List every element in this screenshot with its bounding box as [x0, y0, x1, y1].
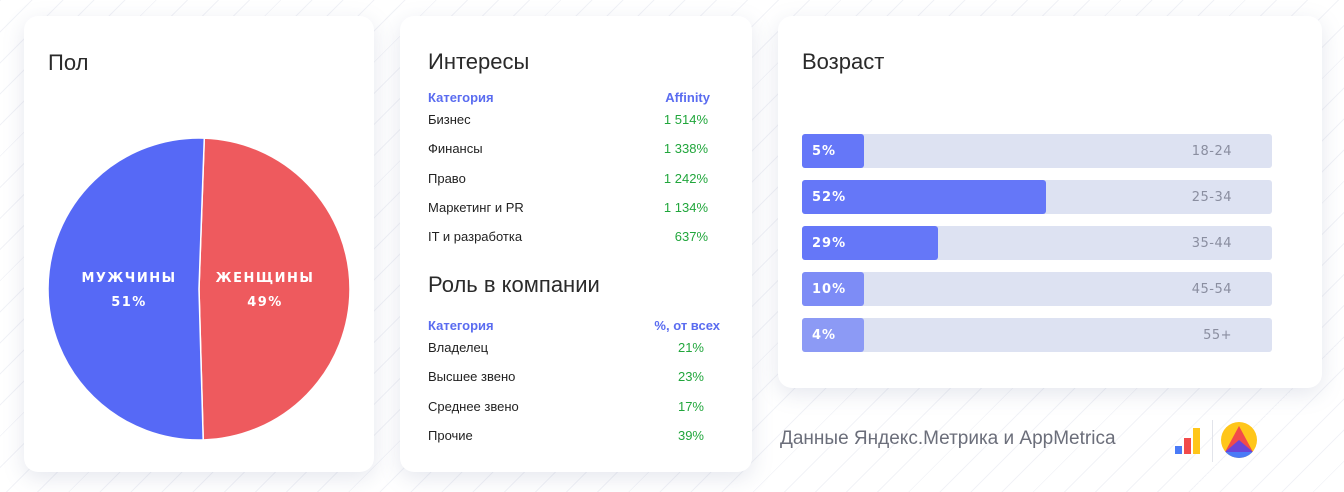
age-bar-value: 10%	[812, 282, 847, 297]
age-bar-range: 45-54	[1191, 282, 1232, 297]
role-percent: 17%	[677, 398, 704, 414]
table-row: Среднее звено 17%	[428, 399, 720, 428]
interest-category: IT и разработка	[428, 229, 523, 245]
interest-category: Бизнес	[428, 112, 471, 127]
interest-category: Право	[428, 170, 466, 186]
table-row: Высшее звено 23%	[428, 369, 720, 398]
yandex-metrika-icon	[1175, 428, 1200, 454]
interest-affinity: 1 514%	[663, 112, 708, 127]
logo-divider	[1212, 420, 1213, 462]
age-bar-fill	[802, 180, 1047, 214]
interests-header-category: Категория	[428, 90, 494, 105]
interest-category: Финансы	[428, 141, 483, 157]
role-percent: 21%	[677, 340, 704, 355]
interest-affinity: 637%	[674, 229, 708, 245]
age-bar-value: 52%	[812, 190, 847, 205]
age-bar-fill	[802, 226, 939, 260]
table-row: IT и разработка 637%	[428, 229, 710, 258]
interests-table: Категория Affinity Бизнес 1 514% Финансы…	[428, 90, 710, 258]
role-category: Среднее звено	[428, 398, 519, 414]
pie-label-men: МУЖЧИНЫ	[81, 271, 176, 286]
roles-header-category: Категория	[428, 318, 494, 333]
interest-affinity: 1 242%	[663, 170, 708, 186]
pie-slice-women	[198, 137, 351, 441]
role-category: Владелец	[428, 340, 489, 355]
table-row: Владелец 21%	[428, 340, 720, 369]
roles-table-header: Категория %, от всех	[428, 318, 720, 340]
role-category: Высшее звено	[428, 369, 516, 385]
appmetrica-icon	[1221, 422, 1257, 458]
roles-title: Роль в компании	[428, 272, 600, 297]
interest-affinity: 1 338%	[663, 141, 708, 157]
age-card: Возраст 5% 18-24 52% 25-34 29% 35-44 10% 45-54 4…	[778, 16, 1322, 388]
age-bar-fill	[802, 318, 864, 352]
pie-slice-men	[47, 137, 206, 441]
roles-header-percent: %, от всех	[654, 318, 720, 333]
table-row: Право 1 242%	[428, 171, 710, 200]
age-bar-25-34: 52% 25-34	[802, 180, 1272, 214]
table-row: Прочие 39%	[428, 428, 720, 457]
age-bar-18-24: 5% 18-24	[802, 134, 1272, 168]
age-bar-range: 35-44	[1191, 236, 1232, 251]
interests-header-affinity: Affinity	[665, 90, 710, 105]
pie-label-women: ЖЕНЩИНЫ	[216, 271, 315, 286]
age-bar-fill	[802, 272, 864, 306]
gender-card: Пол МУЖЧИНЫ 51% ЖЕНЩИНЫ 49%	[24, 16, 374, 472]
pie-value-men: 51%	[111, 295, 147, 310]
age-bar-45-54: 10% 45-54	[802, 272, 1272, 306]
age-bar-range: 18-24	[1191, 144, 1232, 159]
interests-card: Интересы Категория Affinity Бизнес 1 514…	[400, 16, 752, 472]
age-bar-fill	[802, 134, 864, 168]
age-bar-55+: 4% 55+	[802, 318, 1272, 352]
age-bar-value: 4%	[812, 328, 837, 343]
age-bar-35-44: 29% 35-44	[802, 226, 1272, 260]
gender-title: Пол	[48, 50, 89, 75]
age-bar-value: 5%	[812, 144, 837, 159]
gender-pie-chart: МУЖЧИНЫ 51% ЖЕНЩИНЫ 49%	[47, 137, 351, 441]
age-bar-range: 55+	[1203, 328, 1232, 343]
table-row: Бизнес 1 514%	[428, 112, 710, 141]
interest-affinity: 1 134%	[663, 199, 708, 215]
role-percent: 23%	[677, 369, 704, 385]
data-source-caption: Данные Яндекс.Метрика и AppMetrica	[780, 428, 1116, 449]
role-percent: 39%	[677, 427, 704, 443]
table-row: Финансы 1 338%	[428, 141, 710, 170]
roles-table: Категория %, от всех Владелец 21% Высшее…	[428, 318, 720, 457]
interests-table-header: Категория Affinity	[428, 90, 710, 112]
age-title: Возраст	[802, 49, 885, 74]
age-bar-value: 29%	[812, 236, 847, 251]
interest-category: Маркетинг и PR	[428, 199, 524, 215]
age-bar-range: 25-34	[1191, 190, 1232, 205]
interests-title: Интересы	[428, 49, 530, 74]
role-category: Прочие	[428, 427, 473, 443]
table-row: Маркетинг и PR 1 134%	[428, 200, 710, 229]
pie-value-women: 49%	[247, 295, 283, 310]
